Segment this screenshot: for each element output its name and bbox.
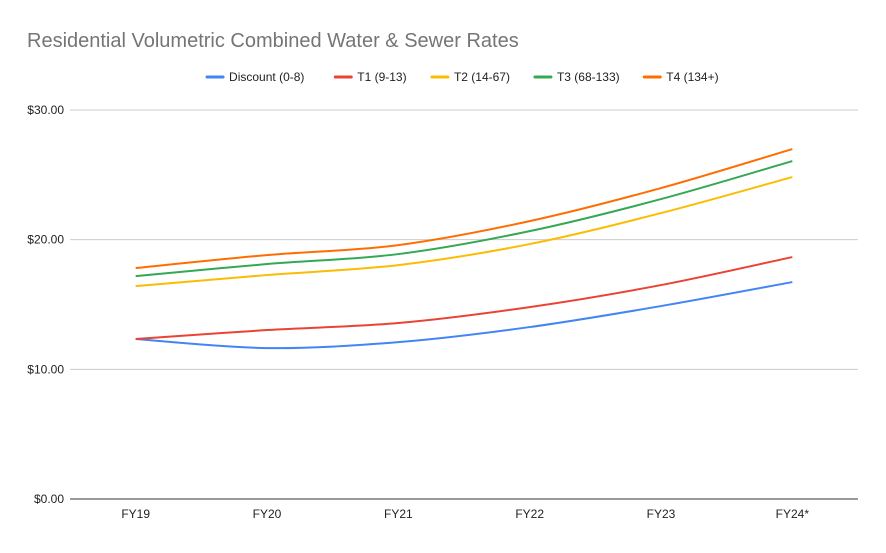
legend-label: T3 (68-133) — [557, 70, 620, 84]
legend-label: T1 (9-13) — [357, 70, 406, 84]
legend-item: Discount (0-8) — [205, 70, 304, 84]
legend-item: T4 (134+) — [642, 70, 719, 84]
y-tick-label: $20.00 — [27, 233, 64, 247]
legend: Discount (0-8) T1 (9-13) T2 (14-67) T3 (68-… — [205, 70, 719, 84]
x-axis: FY19 FY20 FY21 FY22 FY23 FY24* — [121, 507, 809, 521]
x-tick-label: FY20 — [253, 507, 282, 521]
chart-title: Residential Volumetric Combined Water & … — [27, 30, 519, 52]
series-line-t2 — [135, 176, 793, 288]
y-tick-label: $10.00 — [27, 362, 64, 376]
x-tick-label: FY19 — [121, 507, 150, 521]
y-tick-label: $30.00 — [27, 103, 64, 117]
legend-item: T1 (9-13) — [333, 70, 407, 84]
series-line-t3 — [135, 160, 793, 278]
series-lines — [135, 148, 793, 350]
y-axis: $0.00 $10.00 $20.00 $30.00 — [27, 103, 64, 506]
x-tick-label: FY24* — [776, 507, 810, 521]
legend-item: T3 (68-133) — [533, 70, 620, 84]
x-tick-label: FY22 — [515, 507, 544, 521]
legend-label: Discount (0-8) — [229, 70, 304, 84]
gridlines — [70, 109, 858, 500]
series-line-t4 — [135, 148, 793, 270]
x-tick-label: FY21 — [384, 507, 413, 521]
x-tick-label: FY23 — [647, 507, 676, 521]
legend-label: T2 (14-67) — [454, 70, 510, 84]
legend-item: T2 (14-67) — [430, 70, 510, 84]
y-tick-label: $0.00 — [34, 492, 64, 506]
series-line-discount — [135, 281, 793, 350]
series-line-t1 — [135, 256, 793, 340]
legend-label: T4 (134+) — [666, 70, 718, 84]
